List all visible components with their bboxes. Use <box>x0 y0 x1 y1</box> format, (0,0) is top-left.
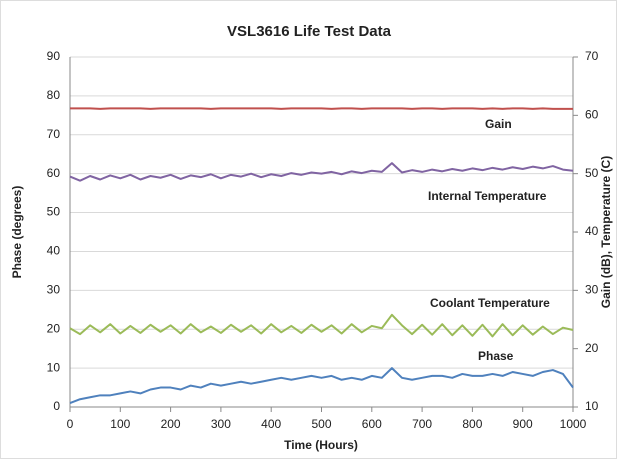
x-tick-label: 300 <box>211 417 231 431</box>
y-tick-label: 50 <box>47 205 61 219</box>
x-tick-label: 400 <box>261 417 281 431</box>
series-line <box>69 367 574 405</box>
y-tick-label: 70 <box>47 127 61 141</box>
x-tick-label: 900 <box>513 417 533 431</box>
y2-tick-label: 50 <box>585 166 599 180</box>
y2-tick-label: 10 <box>585 399 599 413</box>
series-annotation: Coolant Temperature <box>430 296 550 310</box>
series-annotation: Phase <box>478 349 514 363</box>
y-axis-title: Phase (degrees) <box>10 186 24 279</box>
series-line <box>69 162 574 182</box>
x-tick-label: 500 <box>311 417 331 431</box>
x-tick-label: 800 <box>462 417 482 431</box>
x-tick-label: 700 <box>412 417 432 431</box>
y-tick-label: 90 <box>47 49 61 63</box>
x-tick-label: 200 <box>161 417 181 431</box>
series-line <box>69 313 574 338</box>
y-tick-label: 30 <box>47 283 61 297</box>
y-tick-label: 0 <box>53 399 60 413</box>
y2-axis-title: Gain (dB), Temperature (C) <box>599 156 613 308</box>
x-tick-label: 1000 <box>560 417 587 431</box>
series-annotation: Internal Temperature <box>428 189 547 203</box>
y2-tick-label: 60 <box>585 108 599 122</box>
x-tick-label: 0 <box>67 417 74 431</box>
x-tick-label: 600 <box>362 417 382 431</box>
y-tick-label: 10 <box>47 360 61 374</box>
x-axis-title: Time (Hours) <box>284 438 358 452</box>
series-annotation: Gain <box>485 117 512 131</box>
series-line <box>70 107 573 110</box>
y-tick-label: 80 <box>47 88 61 102</box>
y-tick-label: 60 <box>47 166 61 180</box>
y-tick-label: 20 <box>47 321 61 335</box>
y-tick-label: 40 <box>47 244 61 258</box>
y2-tick-label: 30 <box>585 283 599 297</box>
x-tick-label: 100 <box>110 417 130 431</box>
chart-title: VSL3616 Life Test Data <box>227 23 392 40</box>
y2-tick-label: 40 <box>585 224 599 238</box>
y2-tick-label: 20 <box>585 341 599 355</box>
y2-tick-label: 70 <box>585 49 599 63</box>
